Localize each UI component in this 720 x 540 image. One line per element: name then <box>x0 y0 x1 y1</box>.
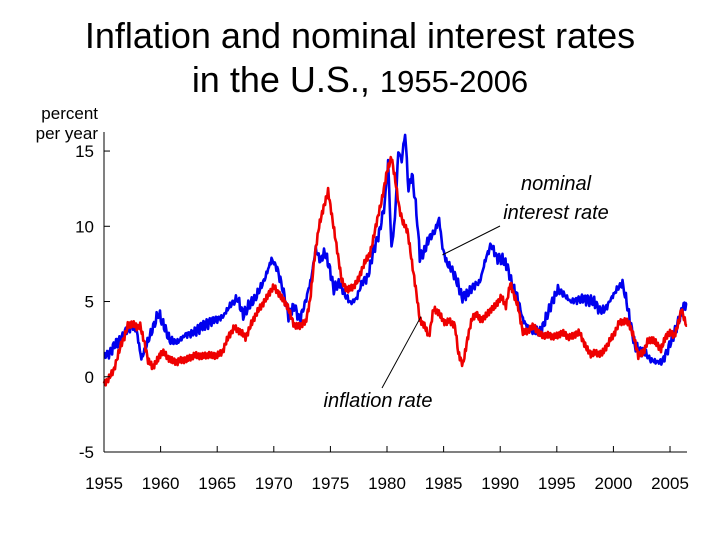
annotation-nominal-line2: interest rate <box>503 202 609 224</box>
x-tick-label: 1975 <box>311 474 349 493</box>
chart-title-years: 1955-2006 <box>379 64 529 99</box>
x-tick-label: 1985 <box>425 474 463 493</box>
y-axis-label: percent per year <box>18 104 98 144</box>
y-axis-label-line1: percent <box>41 104 98 123</box>
annotation-inflation-pointer <box>381 316 422 389</box>
chart-title-line2: in the U.S., <box>191 59 370 100</box>
y-tick-label: -5 <box>79 443 94 462</box>
y-axis-label-line2: per year <box>35 124 98 143</box>
annotation-nominal-pointer <box>442 225 501 256</box>
axes: -5 0 5 10 15 1955 1960 1965 1970 1975 1980 1985 1990… <box>75 132 689 493</box>
x-tick-label: 1990 <box>481 474 519 493</box>
plot-area <box>102 133 688 387</box>
y-tick-label: 10 <box>75 217 94 236</box>
x-tick-label: 1965 <box>198 474 236 493</box>
annotations: nominal interest rate inflation rate <box>324 173 609 412</box>
annotation-inflation-label: inflation rate <box>324 390 433 412</box>
chart-title-line1: Inflation and nominal interest rates <box>84 15 636 56</box>
x-tick-label: 2000 <box>595 474 633 493</box>
annotation-nominal-line1: nominal <box>521 173 592 195</box>
x-tick-label: 1960 <box>142 474 180 493</box>
series-line-inflation <box>102 155 688 387</box>
y-tick-label: 0 <box>85 368 94 387</box>
series-line-nominal <box>103 133 688 366</box>
x-tick-label: 1995 <box>538 474 576 493</box>
x-tick-label: 1980 <box>368 474 406 493</box>
x-tick-label: 1955 <box>85 474 123 493</box>
x-tick-label: 1970 <box>255 474 293 493</box>
y-tick-label: 15 <box>75 142 94 161</box>
chart-title: Inflation and nominal interest rates in … <box>0 14 720 104</box>
y-tick-label: 5 <box>85 293 94 312</box>
x-tick-label: 2005 <box>651 474 689 493</box>
